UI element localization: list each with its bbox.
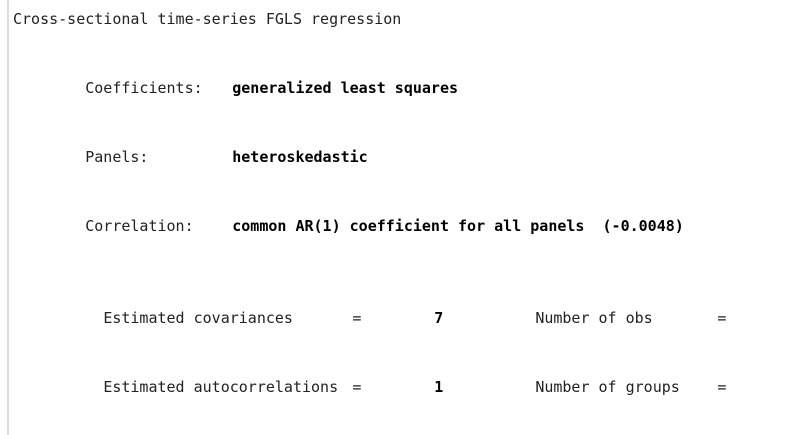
coefficients-label: Coefficients: bbox=[85, 79, 203, 97]
stat-label-text: Number of groups bbox=[535, 378, 680, 396]
model-info-block: Coefficients: generalized least squares P… bbox=[13, 54, 779, 261]
stat-row-number-of-obs: Number of obs=63 bbox=[445, 284, 773, 353]
model-info-row: Correlation: common AR(1) coefficient for… bbox=[13, 192, 779, 261]
regression-title: Cross-sectional time-series FGLS regress… bbox=[13, 10, 402, 28]
results-output: Cross-sectional time-series FGLS regress… bbox=[13, 8, 779, 435]
stat-row-number-of-groups: Number of groups=7 bbox=[445, 353, 773, 422]
equals-sign: = bbox=[352, 378, 362, 396]
stat-row-autocorrelations: Estimated autocorrelations = 1 bbox=[13, 353, 443, 422]
stat-row-coefficients: Estimated coefficients=4 bbox=[13, 422, 353, 435]
stat-value: 7 bbox=[726, 376, 786, 399]
stat-label: Number of groups bbox=[535, 376, 717, 399]
correlation-value: common AR(1) coefficient for all panels … bbox=[232, 217, 684, 235]
stat-value: 7 bbox=[434, 309, 444, 327]
equals-sign: = bbox=[717, 378, 727, 396]
coefficients-value: generalized least squares bbox=[232, 79, 459, 97]
stats-left-column: Estimated covariances = 7 Estimated autoco… bbox=[13, 284, 443, 435]
equals-sign: = bbox=[352, 309, 362, 327]
stat-value: 1 bbox=[434, 378, 444, 396]
model-info-row: Coefficients: generalized least squares bbox=[13, 54, 779, 123]
panels-label: Panels: bbox=[85, 148, 149, 166]
stat-label: Number of obs bbox=[535, 307, 717, 330]
equals-sign: = bbox=[717, 309, 727, 327]
stat-row-time-periods: Time periods=9 bbox=[445, 422, 773, 435]
stat-value: 63 bbox=[726, 307, 786, 330]
window-left-border bbox=[7, 0, 9, 435]
correlation-label: Correlation: bbox=[85, 217, 194, 235]
stat-label: Estimated covariances bbox=[103, 309, 293, 327]
stat-row-covariances: Estimated covariances = 7 bbox=[13, 284, 443, 353]
estimation-stats-block: Estimated covariances = 7 Estimated autoco… bbox=[13, 284, 779, 435]
model-info-row: Panels: heteroskedastic bbox=[13, 123, 779, 192]
stats-right-column: Number of obs=63 Number of groups=7 Time… bbox=[445, 284, 773, 435]
stat-label: Estimated autocorrelations bbox=[103, 378, 339, 396]
panels-value: heteroskedastic bbox=[232, 148, 368, 166]
stat-label-text: Number of obs bbox=[535, 309, 653, 327]
